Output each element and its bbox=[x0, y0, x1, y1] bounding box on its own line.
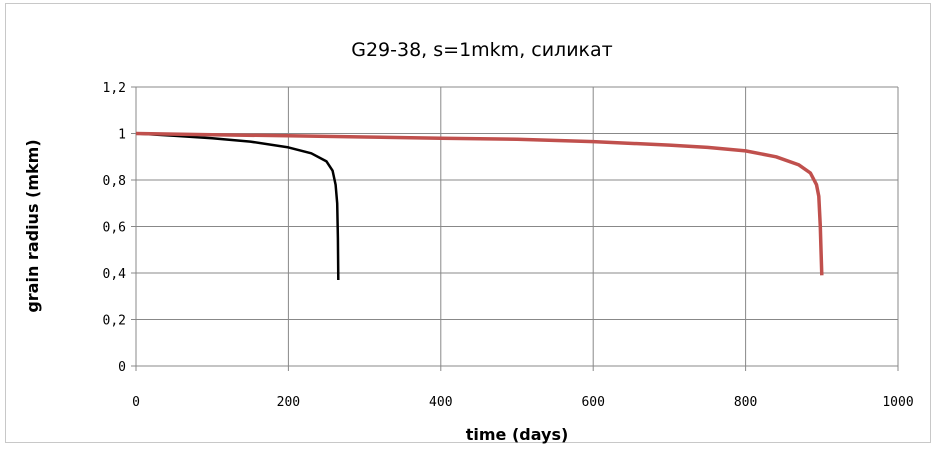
series-line-1 bbox=[135, 132, 340, 281]
chart-frame bbox=[5, 3, 931, 443]
series-group bbox=[135, 131, 824, 281]
x-tick-label: 1000 bbox=[882, 395, 913, 410]
y-tick-label: 0,4 bbox=[103, 267, 127, 282]
x-tick-label: 200 bbox=[277, 395, 300, 410]
x-tick-label: 600 bbox=[581, 395, 604, 410]
series-line-2 bbox=[135, 131, 824, 276]
x-tick-label: 400 bbox=[429, 395, 452, 410]
y-tick-label: 1 bbox=[118, 128, 126, 143]
y-tick-label: 1,2 bbox=[103, 81, 126, 96]
axes bbox=[131, 86, 899, 371]
x-tick-label: 0 bbox=[132, 395, 140, 410]
grid bbox=[136, 86, 899, 367]
x-axis-label: time (days) bbox=[466, 425, 569, 444]
y-tick-label: 0,8 bbox=[103, 174, 126, 189]
y-tick-label: 0 bbox=[118, 360, 126, 375]
y-tick-label: 0,6 bbox=[103, 221, 126, 236]
chart-title: G29-38, s=1mkm, силикат bbox=[351, 39, 613, 61]
tick-labels: 0 0,2 0,4 0,6 0,8 1 1,2 0 200 400 600 800 1000 bbox=[103, 81, 914, 410]
y-axis-label: grain radius (mkm) bbox=[23, 139, 42, 312]
x-tick-label: 800 bbox=[734, 395, 757, 410]
y-tick-label: 0,2 bbox=[103, 314, 126, 329]
